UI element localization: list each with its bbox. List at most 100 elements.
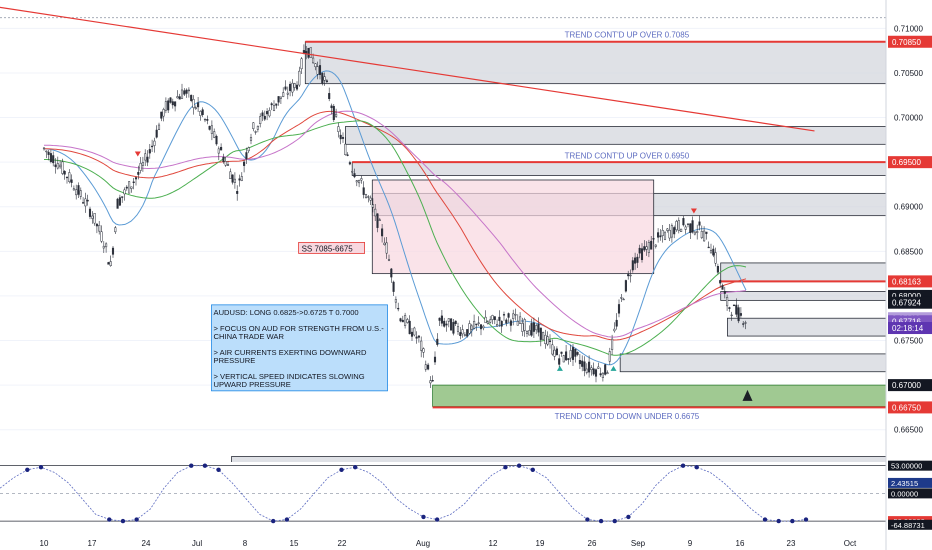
level-tag	[888, 322, 932, 335]
notes-line: UPWARD PRESSURE	[214, 380, 291, 389]
candle-body	[450, 318, 453, 331]
candle-body	[134, 177, 138, 180]
candle-body	[479, 324, 483, 330]
notes-line: PRESSURE	[214, 356, 256, 365]
candle-body	[546, 336, 549, 345]
candle-body	[553, 349, 556, 357]
candle-body	[588, 361, 591, 373]
price-tick-label: 0.66500	[894, 426, 923, 435]
oscillator-dot	[120, 518, 126, 524]
candle-body	[61, 161, 64, 174]
candle-body	[712, 248, 715, 256]
candle-body	[323, 76, 326, 81]
candle-body	[111, 247, 115, 255]
candle-body	[542, 332, 545, 340]
candle-body	[583, 361, 586, 371]
level-tag	[888, 275, 932, 288]
candle-body	[606, 372, 609, 374]
oscillator-dot	[626, 514, 631, 520]
candle-body	[576, 352, 579, 355]
osc-axis-tag	[888, 519, 932, 530]
candle-body	[654, 244, 657, 247]
candle-body	[682, 218, 685, 226]
candle-body	[116, 198, 119, 209]
candle-body	[709, 250, 713, 254]
candle-body	[247, 147, 250, 152]
candle-body	[45, 150, 48, 153]
candle-body	[696, 231, 699, 233]
candle-body	[597, 366, 600, 369]
candle-body	[723, 291, 726, 294]
candle-body	[686, 223, 690, 226]
time-tick-label: 19	[536, 539, 545, 548]
candle-body	[392, 281, 395, 292]
candle-body	[443, 320, 446, 327]
candle-body	[72, 188, 75, 191]
candle-body	[293, 83, 296, 88]
candle-body	[599, 373, 602, 376]
signal-marker-down	[690, 208, 697, 214]
notes-line: AUDUSD: LONG 0.6825->0.6725 T 0.7000	[214, 308, 359, 317]
candle-body	[63, 170, 66, 175]
candle-body	[732, 304, 736, 307]
osc-axis-tag	[888, 488, 932, 499]
candle-body	[537, 323, 540, 333]
candle-body	[381, 228, 384, 237]
candle-body	[321, 72, 324, 84]
candle-body	[721, 285, 724, 290]
level-tag-label: 0.67924	[892, 299, 921, 308]
candle-body	[578, 360, 581, 365]
candle-body	[77, 185, 80, 195]
candle-body	[567, 358, 570, 360]
annotations: TREND CONT'D UP OVER 0.7085 TREND CONT'D …	[211, 30, 753, 421]
candle-body	[719, 280, 722, 284]
candle-body	[275, 103, 278, 106]
level-tag-label: 0.69500	[892, 158, 921, 167]
candle-body	[415, 336, 418, 339]
candle-body	[47, 151, 50, 155]
candle-body	[422, 348, 425, 353]
candle-body	[475, 323, 478, 326]
candle-body	[581, 360, 584, 367]
candle-body	[413, 327, 416, 336]
candle-body	[178, 96, 181, 100]
candle-body	[500, 320, 503, 327]
time-tick-label: 22	[338, 539, 347, 548]
price-tick-label: 0.70500	[894, 69, 923, 78]
candle-body	[454, 320, 457, 325]
candle-body	[489, 319, 492, 323]
candle-body	[180, 89, 184, 99]
candle-body	[114, 227, 117, 233]
candle-body	[162, 109, 165, 117]
oscillator-dot	[434, 517, 440, 522]
candle-body	[624, 280, 627, 292]
candle-body	[629, 274, 632, 277]
candle-body	[378, 219, 381, 221]
candle-body	[70, 179, 73, 183]
candle-body	[410, 331, 414, 337]
oscillator-dot	[38, 465, 44, 470]
candle-body	[282, 92, 285, 97]
candle-body	[661, 229, 664, 236]
candle-body	[638, 247, 641, 254]
candle-body	[107, 262, 110, 265]
candle-body	[650, 240, 653, 250]
candle-body	[344, 143, 347, 156]
candle-body	[169, 97, 172, 103]
candle-body	[374, 208, 377, 217]
candle-body	[54, 164, 57, 167]
candle-body	[84, 198, 87, 207]
candle-body	[298, 70, 301, 86]
candle-body	[75, 189, 78, 196]
candle-body	[231, 174, 234, 183]
candle-body	[429, 380, 432, 384]
candle-body	[190, 94, 193, 101]
oscillator-dot	[107, 517, 112, 522]
candle-body	[88, 208, 92, 217]
candle-body	[705, 231, 708, 234]
candle-body	[466, 329, 469, 337]
candle-body	[217, 148, 220, 154]
candle-body	[390, 268, 393, 278]
grey-zone	[720, 291, 887, 301]
trendline	[0, 6, 815, 371]
